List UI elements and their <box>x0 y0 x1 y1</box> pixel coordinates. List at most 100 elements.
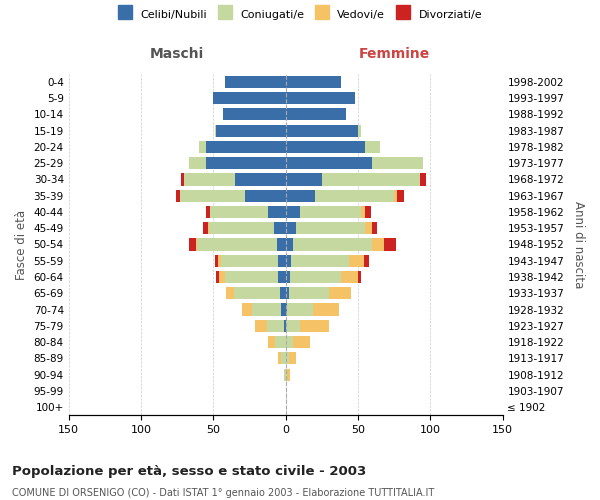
Text: Femmine: Femmine <box>358 46 430 60</box>
Legend: Celibi/Nubili, Coniugati/e, Vedovi/e, Divorziati/e: Celibi/Nubili, Coniugati/e, Vedovi/e, Di… <box>115 6 485 23</box>
Bar <box>361 206 365 218</box>
Bar <box>364 254 370 267</box>
Bar <box>296 222 365 234</box>
Bar <box>286 368 287 380</box>
Bar <box>245 190 286 202</box>
Bar <box>286 238 293 250</box>
Bar <box>211 206 268 218</box>
Bar <box>286 320 300 332</box>
Bar <box>180 190 245 202</box>
Bar <box>235 174 286 186</box>
Bar <box>373 222 377 234</box>
Bar <box>397 190 404 202</box>
Bar <box>287 368 290 380</box>
Bar <box>218 254 221 267</box>
Bar <box>189 157 206 169</box>
Bar <box>225 271 278 283</box>
Bar <box>278 352 281 364</box>
Bar <box>286 287 289 300</box>
Bar <box>300 320 329 332</box>
Bar <box>219 271 225 283</box>
Bar <box>242 304 253 316</box>
Bar <box>274 222 286 234</box>
Bar <box>223 108 286 120</box>
Bar <box>206 206 211 218</box>
Bar <box>213 92 286 104</box>
Bar <box>184 174 235 186</box>
Bar <box>373 238 384 250</box>
Bar <box>216 271 219 283</box>
Bar <box>215 124 216 136</box>
Bar <box>181 174 184 186</box>
Bar <box>197 238 277 250</box>
Bar <box>275 336 286 348</box>
Bar <box>215 254 218 267</box>
Bar <box>284 320 286 332</box>
Bar <box>289 352 296 364</box>
Bar <box>290 271 341 283</box>
Bar <box>286 304 287 316</box>
Bar <box>281 352 286 364</box>
Bar <box>358 124 361 136</box>
Bar <box>176 190 180 202</box>
Bar <box>253 304 281 316</box>
Bar <box>314 190 394 202</box>
Bar <box>233 287 280 300</box>
Bar <box>278 254 286 267</box>
Bar <box>384 238 395 250</box>
Bar <box>365 206 371 218</box>
Bar <box>277 238 286 250</box>
Text: COMUNE DI ORSENIGO (CO) - Dati ISTAT 1° gennaio 2003 - Elaborazione TUTTITALIA.I: COMUNE DI ORSENIGO (CO) - Dati ISTAT 1° … <box>12 488 434 498</box>
Y-axis label: Fasce di età: Fasce di età <box>15 210 28 280</box>
Bar <box>286 174 322 186</box>
Bar <box>289 287 329 300</box>
Bar <box>286 190 314 202</box>
Bar <box>322 174 420 186</box>
Bar <box>281 304 286 316</box>
Bar <box>286 206 300 218</box>
Bar <box>208 222 209 234</box>
Bar <box>199 141 206 153</box>
Bar <box>286 141 365 153</box>
Bar <box>286 76 341 88</box>
Bar <box>255 320 267 332</box>
Bar <box>349 254 364 267</box>
Bar <box>225 76 286 88</box>
Bar <box>206 157 286 169</box>
Bar <box>287 304 313 316</box>
Bar <box>286 157 373 169</box>
Bar <box>221 254 278 267</box>
Bar <box>365 222 373 234</box>
Bar <box>286 108 346 120</box>
Bar <box>420 174 426 186</box>
Bar <box>209 222 274 234</box>
Bar <box>300 206 361 218</box>
Bar <box>196 238 197 250</box>
Bar <box>280 287 286 300</box>
Bar <box>286 336 293 348</box>
Text: Popolazione per età, sesso e stato civile - 2003: Popolazione per età, sesso e stato civil… <box>12 465 366 478</box>
Bar <box>313 304 339 316</box>
Bar <box>267 320 284 332</box>
Bar <box>286 352 289 364</box>
Bar <box>268 206 286 218</box>
Bar <box>292 254 349 267</box>
Bar <box>373 157 423 169</box>
Bar <box>341 271 358 283</box>
Bar <box>226 287 233 300</box>
Bar <box>278 271 286 283</box>
Bar <box>286 222 296 234</box>
Bar <box>206 141 286 153</box>
Bar <box>358 271 361 283</box>
Bar <box>293 336 310 348</box>
Bar <box>189 238 196 250</box>
Bar <box>329 287 350 300</box>
Bar <box>286 271 290 283</box>
Text: Maschi: Maschi <box>150 46 204 60</box>
Bar <box>216 124 286 136</box>
Bar <box>268 336 275 348</box>
Bar <box>365 141 380 153</box>
Bar <box>286 254 292 267</box>
Bar <box>293 238 373 250</box>
Bar <box>203 222 208 234</box>
